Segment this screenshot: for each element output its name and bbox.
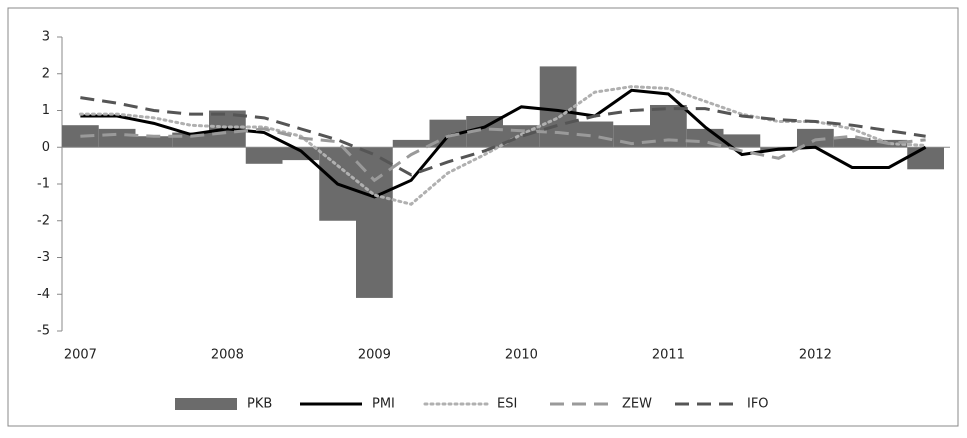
y-tick-label: 2: [42, 66, 50, 81]
bar: [833, 138, 871, 148]
line: [80, 127, 926, 183]
x-tick-label: 2007: [64, 348, 97, 363]
bar: [135, 136, 173, 148]
x-tick-label: 2008: [211, 348, 244, 363]
legend-label: PMI: [372, 397, 395, 412]
legend-swatch: [175, 398, 237, 410]
y-tick-label: -2: [37, 213, 50, 228]
legend-label: IFO: [747, 397, 769, 412]
bar: [723, 134, 761, 148]
bar: [282, 147, 320, 161]
x-tick-label: 2011: [652, 348, 685, 363]
bar: [797, 128, 834, 148]
bar: [245, 147, 283, 164]
y-tick-label: 0: [42, 140, 50, 155]
y-tick-label: -4: [37, 287, 50, 302]
y-tick-label: 3: [42, 30, 50, 45]
legend-label: ESI: [497, 397, 517, 412]
bar: [98, 128, 136, 148]
y-tick-label: -5: [37, 324, 50, 339]
bar: [392, 139, 430, 148]
line: [80, 96, 926, 177]
bar: [356, 147, 393, 298]
x-tick-label: 2009: [358, 348, 391, 363]
bar: [539, 66, 577, 148]
line: [80, 88, 927, 199]
bar: [907, 147, 944, 170]
y-tick-label: -3: [37, 250, 50, 265]
legend-label: ZEW: [622, 397, 652, 412]
y-tick-label: 1: [42, 103, 50, 118]
x-tick-label: 2010: [505, 348, 538, 363]
y-tick-label: -1: [37, 177, 50, 192]
legend-label: PKB: [247, 397, 272, 412]
chart-frame: [7, 7, 959, 427]
x-tick-label: 2012: [799, 348, 832, 363]
